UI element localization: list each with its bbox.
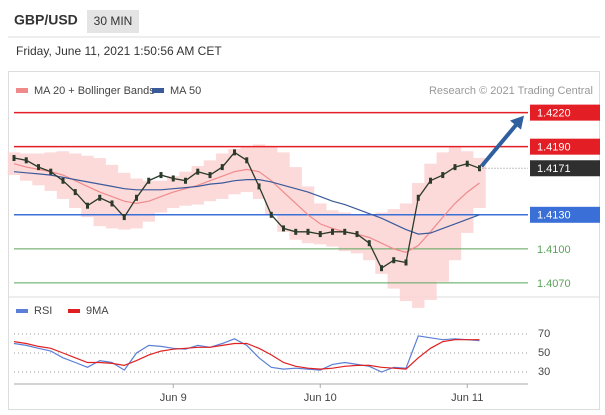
candle (73, 189, 77, 196)
candle (220, 164, 224, 171)
candle (416, 194, 420, 201)
candle (306, 228, 310, 235)
candle (355, 231, 359, 238)
symbol: GBP/USD (14, 12, 78, 28)
candle (465, 160, 469, 167)
forecast-arrow (479, 121, 520, 168)
level-label: 1.4190 (537, 142, 571, 154)
x-tick-label: Jun 10 (304, 392, 337, 404)
level-label: 1.4220 (537, 108, 571, 120)
candle (135, 194, 138, 201)
candle (233, 149, 236, 156)
candle (147, 177, 151, 184)
candle (269, 211, 273, 218)
candle (343, 228, 347, 235)
candle (24, 157, 28, 164)
panel-border (8, 71, 600, 410)
last-price-label: 1.4171 (537, 163, 571, 175)
legend-swatch (16, 309, 28, 313)
candle (184, 177, 187, 184)
candle (441, 172, 445, 179)
candle (98, 194, 102, 201)
candle (171, 175, 175, 182)
candle (318, 231, 322, 238)
candle (110, 200, 114, 207)
candle (196, 168, 200, 175)
candle (404, 259, 408, 266)
level-label-box (530, 138, 600, 155)
legend-label: 9MA (86, 305, 109, 317)
candle (453, 164, 457, 171)
candle (380, 265, 383, 272)
y-tick-label: 50 (538, 347, 550, 359)
x-tick-label: Jun 11 (451, 392, 483, 404)
interval-button[interactable] (87, 10, 139, 33)
last-price-box (530, 160, 600, 177)
ma-line (13, 171, 480, 235)
level-label-box (530, 104, 600, 121)
rsi-line (13, 339, 480, 370)
candle (61, 177, 65, 184)
ma-line (13, 163, 480, 253)
candle (86, 202, 89, 209)
candle (245, 157, 249, 164)
candle (122, 214, 126, 221)
candle (282, 225, 285, 232)
level-label: 1.4130 (537, 210, 571, 222)
y-tick-label: 70 (538, 328, 550, 340)
rsi-line (13, 335, 480, 373)
candle (49, 168, 53, 175)
candle (12, 155, 16, 162)
legend-swatch (152, 88, 164, 93)
candle (392, 257, 396, 264)
source: Research © 2021 Trading Central (429, 85, 593, 97)
candle (367, 240, 371, 247)
interval[interactable]: 30 MIN (94, 14, 133, 28)
level-label: 1.4100 (537, 244, 571, 256)
candle (294, 228, 298, 235)
legend-label: MA 20 + Bollinger Bands (34, 85, 155, 97)
x-tick-label: Jun 9 (160, 392, 187, 404)
forecast-arrowhead (510, 115, 524, 130)
timestamp: Friday, June 11, 2021 1:50:56 AM CET (16, 44, 222, 58)
candle (331, 228, 334, 235)
legend-swatch (16, 88, 28, 93)
candle (159, 172, 163, 179)
candle (208, 172, 212, 179)
level-label-box (530, 206, 600, 223)
level-label: 1.4070 (537, 278, 571, 290)
legend-swatch (68, 309, 80, 313)
candle (37, 164, 40, 171)
candle (257, 183, 261, 190)
y-tick-label: 30 (538, 366, 550, 378)
candle (429, 177, 432, 184)
legend-label: MA 50 (170, 85, 201, 97)
legend-label: RSI (34, 305, 52, 317)
